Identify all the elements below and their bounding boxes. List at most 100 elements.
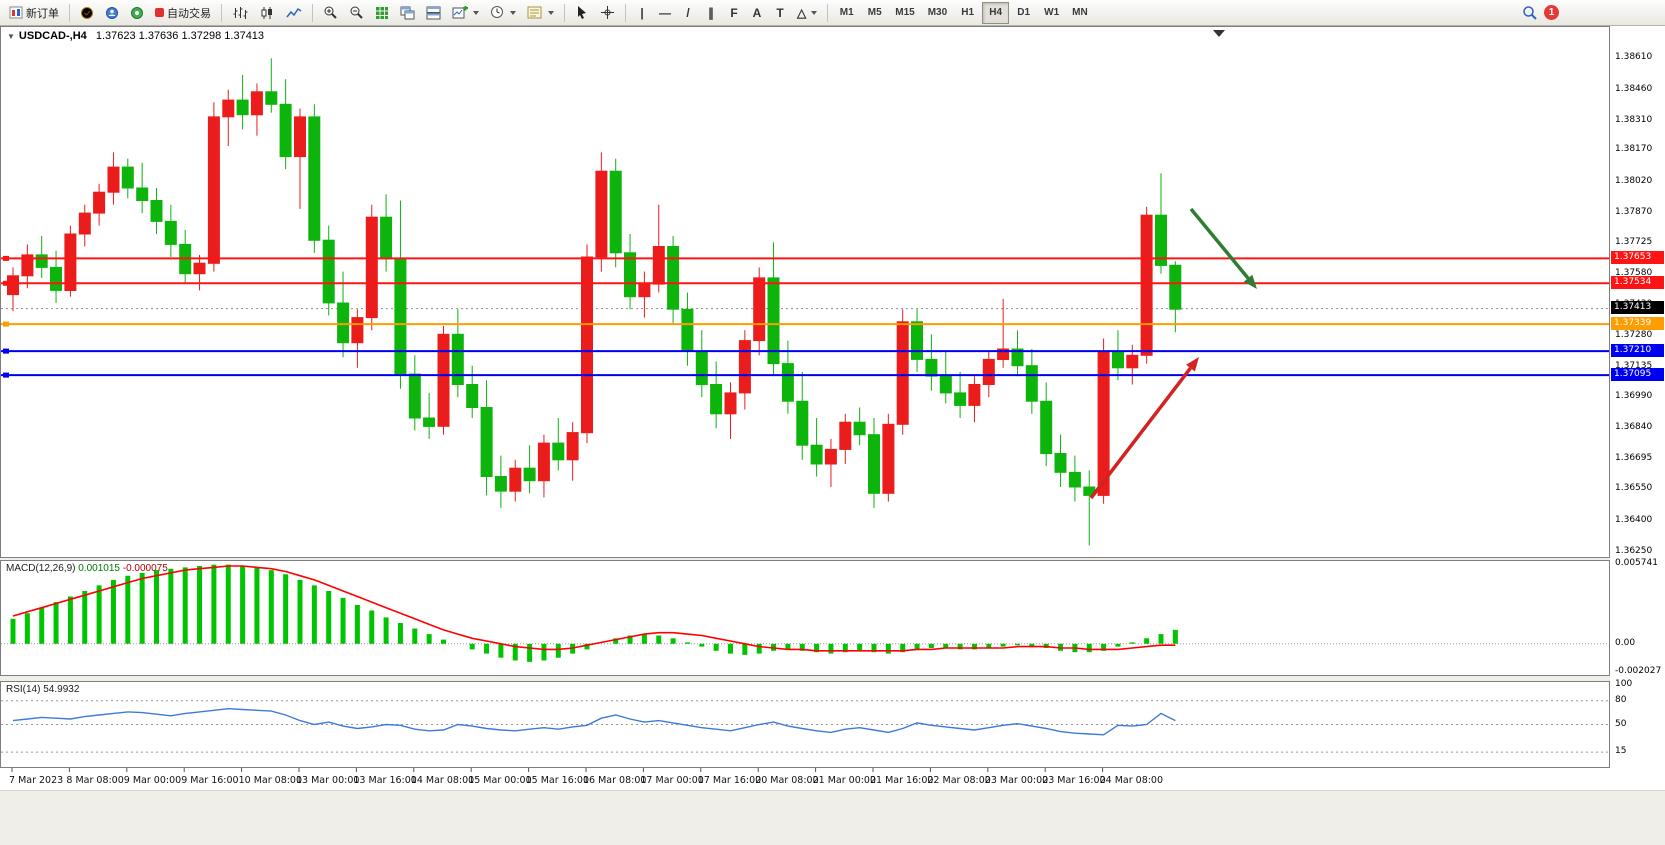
timeframe-mn-button[interactable]: MN [1066, 2, 1094, 24]
price-axis[interactable]: 1.38610 1.38460 1.38310 1.38170 1.38020 1.378… [1611, 26, 1665, 558]
timeframe-m15-button[interactable]: M15 [889, 2, 920, 24]
line-chart-mode-button[interactable] [281, 2, 307, 24]
price-axis-label: 1.38610 [1615, 52, 1653, 63]
new-order-button[interactable]: 新订单 [4, 2, 64, 24]
candlestick-mode-button[interactable] [254, 2, 280, 24]
rsi-panel[interactable]: RSI(14) 54.9932 [0, 681, 1610, 768]
svg-text:21 Mar 16:00: 21 Mar 16:00 [870, 775, 933, 786]
macd-axis[interactable]: 0.005741 0.00 -0.002027 [1611, 558, 1665, 676]
separator [625, 3, 626, 22]
svg-text:20 Mar 08:00: 20 Mar 08:00 [755, 775, 818, 786]
price-line-tag: 1.37653 [1611, 250, 1664, 264]
price-axis-label: 1.36840 [1615, 422, 1653, 433]
templates-menu-button[interactable] [522, 2, 559, 24]
symbol-period-label: USDCAD-,H4 [18, 30, 87, 42]
community-icon-button[interactable] [100, 2, 124, 24]
zoom-out-button[interactable] [344, 2, 369, 24]
support-icon [131, 6, 143, 19]
equidistant-channel-tool-button[interactable]: ∥ [700, 2, 722, 24]
timeframe-h1-button[interactable]: H1 [954, 2, 981, 24]
tile-windows-icon [376, 6, 388, 19]
text-tool-icon: A [752, 5, 762, 20]
candlestick-icon [261, 6, 272, 19]
rsi-axis[interactable]: 100 80 50 15 [1611, 679, 1665, 768]
price-axis-label: 1.38310 [1615, 115, 1653, 126]
svg-text:17 Mar 16:00: 17 Mar 16:00 [698, 775, 761, 786]
separator [312, 3, 313, 22]
timeframe-h4-button[interactable]: H4 [982, 1, 1010, 24]
separator [69, 3, 70, 22]
tile-windows-button[interactable] [370, 2, 394, 24]
zoom-in-icon [324, 6, 337, 19]
chart-title: ▼ USDCAD-,H4 1.37623 1.37636 1.37298 1.37… [7, 30, 264, 42]
candlestick-plot[interactable] [1, 27, 1609, 557]
price-line-tag: 1.37095 [1611, 367, 1664, 381]
svg-text:8 Mar 08:00: 8 Mar 08:00 [66, 775, 123, 786]
template-icon [527, 6, 542, 19]
price-axis-label: 1.36250 [1615, 545, 1653, 556]
tile-horizontal-button[interactable] [421, 2, 446, 24]
horizontal-line-tool-button[interactable]: — [654, 2, 676, 24]
timeframe-m30-button[interactable]: M30 [922, 2, 953, 24]
label-tool-button[interactable]: T [769, 2, 791, 24]
timeframe-m1-button[interactable]: M1 [833, 2, 860, 24]
rsi-plot[interactable] [1, 682, 1609, 767]
svg-text:24 Mar 08:00: 24 Mar 08:00 [1100, 775, 1163, 786]
search-icon [1523, 5, 1537, 20]
svg-text:16 Mar 08:00: 16 Mar 08:00 [583, 775, 646, 786]
svg-text:22 Mar 08:00: 22 Mar 08:00 [927, 775, 990, 786]
cursor-tool-button[interactable] [570, 2, 594, 24]
periods-menu-button[interactable] [485, 2, 521, 24]
shapes-tool-button[interactable]: △ [792, 2, 822, 24]
crosshair-tool-button[interactable] [595, 2, 620, 24]
macd-plot[interactable] [1, 561, 1609, 675]
main-chart-panel[interactable]: ▼ USDCAD-,H4 1.37623 1.37636 1.37298 1.37… [0, 26, 1610, 558]
zoom-out-icon [350, 6, 363, 19]
macd-axis-label: -0.002027 [1615, 666, 1662, 676]
separator [564, 3, 565, 22]
macd-main-value: 0.001015 [78, 563, 120, 574]
current-price-tag: 1.37413 [1611, 301, 1664, 315]
fibonacci-tool-button[interactable]: F [723, 2, 745, 24]
dropdown-caret-icon [548, 10, 554, 15]
crosshair-icon [601, 6, 614, 19]
equidistant-channel-tool-icon: ∥ [708, 5, 714, 20]
svg-text:9 Mar 00:00: 9 Mar 00:00 [124, 775, 181, 786]
autotrading-button[interactable]: 自动交易 [150, 2, 216, 24]
new-chart-button[interactable] [447, 2, 484, 24]
notification-badge[interactable]: 1 [1544, 5, 1559, 20]
status-area [0, 790, 1665, 845]
rsi-value: 54.9932 [43, 684, 80, 695]
price-axis-label: 1.36550 [1615, 483, 1653, 494]
zoom-in-button[interactable] [318, 2, 343, 24]
timeframe-m5-button[interactable]: M5 [861, 2, 888, 24]
rsi-axis-label: 100 [1615, 679, 1633, 689]
collapse-ohlc-icon[interactable]: ▼ [7, 32, 15, 41]
bar-chart-mode-button[interactable] [227, 2, 253, 24]
time-axis[interactable]: 7 Mar 2023 8 Mar 08:00 9 Mar 00:00 9 Mar 16… [0, 768, 1610, 790]
metaeditor-icon-button[interactable] [75, 2, 99, 24]
dropdown-caret-icon [811, 10, 818, 15]
separator [221, 3, 222, 22]
cursor-icon [578, 6, 586, 19]
price-axis-label: 1.37870 [1615, 207, 1653, 218]
search-button[interactable] [1517, 2, 1543, 24]
rsi-label: RSI(14) 54.9932 [6, 684, 80, 695]
support-icon-button[interactable] [125, 2, 149, 24]
timeframe-d1-button[interactable]: D1 [1010, 2, 1037, 24]
macd-label: MACD(12,26,9) 0.001015 -0.000075 [6, 563, 168, 574]
svg-text:7 Mar 2023: 7 Mar 2023 [9, 775, 63, 786]
trendline-tool-button[interactable]: / [677, 2, 699, 24]
price-axis-label: 1.36400 [1615, 514, 1653, 525]
trendline-tool-icon: / [686, 5, 690, 20]
text-tool-button[interactable]: A [746, 2, 768, 24]
rsi-axis-label: 50 [1615, 718, 1627, 729]
macd-panel[interactable]: MACD(12,26,9) 0.001015 -0.000075 [0, 560, 1610, 676]
timeframe-w1-button[interactable]: W1 [1038, 2, 1065, 24]
vertical-line-tool-button[interactable]: | [631, 2, 653, 24]
svg-text:23 Mar 16:00: 23 Mar 16:00 [1042, 775, 1105, 786]
line-chart-icon [286, 7, 302, 17]
shapes-tool-icon: △ [797, 5, 807, 20]
cascade-windows-button[interactable] [395, 2, 420, 24]
svg-text:15 Mar 16:00: 15 Mar 16:00 [526, 775, 589, 786]
